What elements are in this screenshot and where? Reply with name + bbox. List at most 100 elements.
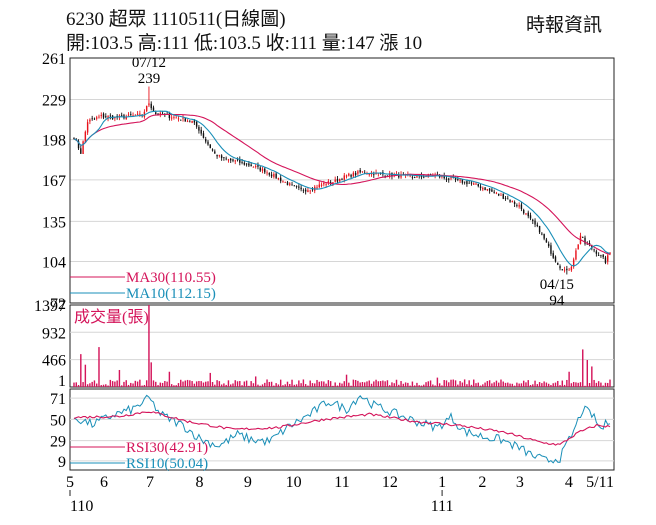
candle-body bbox=[98, 116, 100, 118]
candle-body bbox=[482, 187, 484, 190]
volume-bar bbox=[191, 381, 193, 387]
volume-bar bbox=[602, 385, 604, 387]
candle-body bbox=[595, 251, 598, 254]
rsi-frame bbox=[69, 388, 615, 471]
candle-body bbox=[139, 113, 141, 115]
volume-bar bbox=[393, 383, 395, 387]
y-tick-label: 466 bbox=[42, 353, 66, 370]
volume-bar bbox=[300, 383, 302, 387]
volume-bar bbox=[295, 384, 298, 387]
volume-bar bbox=[82, 382, 84, 387]
candle-body bbox=[332, 182, 334, 184]
candle-body bbox=[125, 116, 127, 120]
candle-body bbox=[327, 181, 330, 184]
volume-panel: 1397 932 466 1 成交量(張) bbox=[34, 298, 615, 390]
candle-body bbox=[529, 215, 532, 219]
volume-bar bbox=[443, 380, 445, 387]
volume-bar bbox=[111, 381, 114, 387]
volume-bar bbox=[318, 381, 320, 387]
candle-body bbox=[180, 119, 182, 121]
volume-bar bbox=[482, 384, 484, 387]
volume-bar bbox=[418, 385, 420, 387]
volume-bar bbox=[341, 383, 343, 387]
candle-body bbox=[309, 190, 311, 192]
candle-body bbox=[145, 105, 148, 112]
volume-bar bbox=[550, 385, 552, 387]
volume-bar bbox=[568, 371, 570, 387]
volume-bar bbox=[370, 383, 373, 387]
candle-body bbox=[345, 175, 348, 177]
candle-body bbox=[563, 269, 566, 271]
volume-bar bbox=[314, 383, 316, 387]
candle-body bbox=[325, 184, 327, 186]
candle-body bbox=[550, 245, 552, 254]
candle-body bbox=[198, 126, 200, 131]
candle-body bbox=[191, 120, 193, 123]
candle-body bbox=[493, 191, 495, 193]
volume-bar bbox=[114, 381, 116, 387]
volume-bar bbox=[339, 382, 341, 387]
ma30-line bbox=[73, 113, 611, 255]
volume-bar bbox=[218, 381, 221, 387]
candle-body bbox=[195, 121, 198, 127]
volume-bar bbox=[454, 380, 457, 387]
volume-bar bbox=[441, 385, 443, 387]
volume-bar bbox=[134, 380, 137, 387]
volume-bar bbox=[327, 380, 330, 387]
volume-bar bbox=[241, 385, 243, 387]
volume-bar bbox=[118, 369, 121, 387]
volume-bar bbox=[316, 379, 318, 387]
volume-bar bbox=[386, 380, 389, 387]
candle-body bbox=[373, 174, 375, 176]
candle-body bbox=[568, 269, 570, 271]
volume-bar bbox=[116, 380, 118, 387]
y-tick-label: 104 bbox=[42, 255, 66, 272]
candle-body bbox=[282, 181, 284, 183]
y-tick-label: 9 bbox=[58, 454, 66, 471]
candle-body bbox=[475, 183, 477, 185]
volume-bar bbox=[525, 382, 527, 387]
volume-bar bbox=[579, 382, 582, 387]
candle-body bbox=[289, 183, 291, 185]
volume-bar bbox=[205, 381, 207, 387]
volume-bar bbox=[498, 382, 500, 387]
candle-body bbox=[252, 166, 255, 168]
candle-body bbox=[175, 117, 177, 119]
candle-body bbox=[479, 186, 482, 189]
candle-body bbox=[209, 144, 211, 149]
volume-bar bbox=[466, 384, 468, 387]
candle-body bbox=[438, 175, 441, 178]
candle-body bbox=[109, 115, 112, 117]
candle-body bbox=[463, 181, 466, 183]
volume-bar bbox=[193, 383, 196, 387]
volume-bar bbox=[180, 379, 182, 387]
candle-body bbox=[243, 162, 246, 165]
candle-body bbox=[234, 160, 236, 162]
candle-body bbox=[577, 244, 579, 250]
candle-body bbox=[100, 115, 102, 117]
candle-body bbox=[89, 119, 91, 122]
volume-bar bbox=[516, 382, 518, 387]
volume-bar bbox=[289, 384, 291, 387]
volume-bar bbox=[391, 382, 393, 387]
volume-bar bbox=[593, 379, 595, 387]
candle-body bbox=[477, 183, 479, 187]
candle-body bbox=[368, 173, 370, 175]
volume-bar bbox=[298, 380, 300, 387]
candle-body bbox=[232, 159, 234, 161]
volume-bar bbox=[159, 382, 162, 387]
volume-bar bbox=[277, 384, 280, 387]
candle-body bbox=[304, 189, 307, 192]
volume-bar bbox=[591, 366, 593, 387]
candle-body bbox=[448, 178, 450, 180]
y-tick-label: 72 bbox=[50, 296, 66, 313]
volume-bar bbox=[477, 382, 479, 387]
candle-body bbox=[354, 172, 357, 175]
volume-bar bbox=[164, 381, 166, 387]
volume-bar bbox=[463, 379, 466, 387]
year-label: 110 bbox=[70, 498, 93, 515]
candle-body bbox=[298, 186, 300, 188]
volume-bar bbox=[373, 381, 375, 387]
legend-label: RSI30(42.91) bbox=[126, 440, 208, 456]
